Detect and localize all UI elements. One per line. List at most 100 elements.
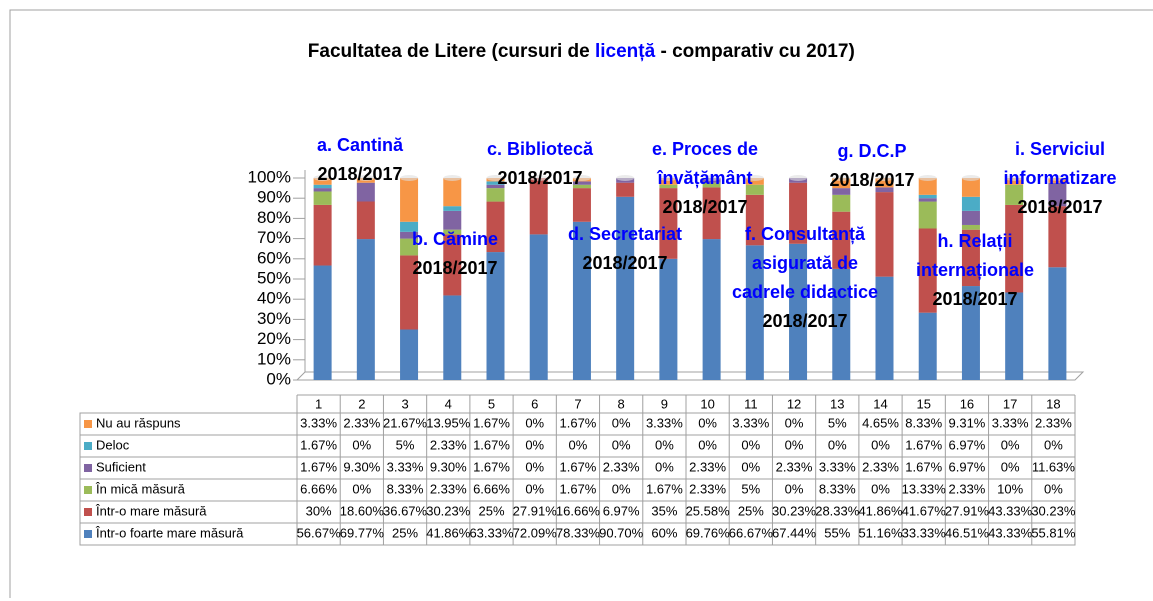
x-tick-label: 17 [1003, 396, 1017, 411]
bar [400, 221, 419, 232]
bar-top [486, 175, 505, 181]
bar [400, 178, 419, 222]
data-label: 0% [785, 481, 804, 496]
bar [832, 194, 851, 212]
data-label: 0% [828, 437, 847, 452]
data-label: 0% [612, 415, 631, 430]
annotation: 2018/2017 [317, 164, 402, 184]
bar [702, 187, 721, 240]
bar [443, 229, 462, 235]
x-tick-label: 10 [700, 396, 714, 411]
bar [356, 182, 375, 202]
data-label: 43.33% [988, 503, 1033, 518]
data-label: 51.16% [858, 525, 903, 540]
data-label: 25% [738, 503, 764, 518]
legend-label: Într-o foarte mare măsură [95, 525, 244, 540]
x-tick-label: 18 [1046, 396, 1060, 411]
data-label: 0% [698, 415, 717, 430]
bar [486, 184, 505, 189]
data-label: 0% [1001, 437, 1020, 452]
bar [961, 286, 980, 380]
data-label: 16.66% [556, 503, 601, 518]
data-label: 5% [741, 481, 760, 496]
chart-title: Facultatea de Litere (cursuri de licență… [281, 41, 870, 62]
bar-top [313, 175, 332, 181]
data-label: 30.23% [772, 503, 817, 518]
annotation: 2018/2017 [1017, 197, 1102, 217]
data-label: 1.67% [473, 415, 510, 430]
data-label: 2.33% [689, 481, 726, 496]
x-tick-label: 1 [315, 396, 322, 411]
data-label: 0% [612, 481, 631, 496]
bar [313, 178, 332, 185]
data-label: 35% [651, 503, 677, 518]
data-label: 6.97% [603, 503, 640, 518]
bar [400, 231, 419, 239]
bar [443, 206, 462, 211]
data-label: 3.33% [992, 415, 1029, 430]
bar [313, 265, 332, 380]
bar [1005, 204, 1024, 293]
bar [702, 182, 721, 188]
bar [875, 178, 894, 188]
x-tick-label: 6 [531, 396, 538, 411]
data-label: 36.67% [383, 503, 428, 518]
bar [745, 178, 764, 185]
data-label: 0% [1044, 481, 1063, 496]
x-tick-label: 3 [401, 396, 408, 411]
bar [659, 188, 678, 259]
bar [529, 234, 548, 380]
x-tick-label: 5 [488, 396, 495, 411]
bar [1005, 292, 1024, 380]
bar [961, 178, 980, 197]
data-label: 0% [1001, 459, 1020, 474]
data-label: 3.33% [819, 459, 856, 474]
annotation: 2018/2017 [497, 168, 582, 188]
x-tick-label: 7 [574, 396, 581, 411]
data-label: 0% [1044, 437, 1063, 452]
data-label: 3.33% [732, 415, 769, 430]
bar [1048, 267, 1067, 380]
bar [486, 181, 505, 185]
data-label: 41.86% [858, 503, 903, 518]
data-label: 0% [525, 459, 544, 474]
bar [529, 178, 548, 235]
data-label: 41.86% [426, 525, 471, 540]
data-label: 67.44% [772, 525, 817, 540]
data-label: 0% [785, 415, 804, 430]
data-label: 2.33% [949, 481, 986, 496]
bar-top [789, 175, 808, 181]
x-tick-label: 9 [661, 396, 668, 411]
data-label: 9.30% [430, 459, 467, 474]
bar [616, 196, 635, 380]
data-label: 25% [392, 525, 418, 540]
bar [875, 276, 894, 380]
bar-top [400, 175, 419, 181]
bar [356, 239, 375, 380]
data-label: 10% [997, 481, 1023, 496]
data-label: 13.33% [902, 481, 947, 496]
data-label: 27.91% [513, 503, 558, 518]
data-label: 0% [525, 437, 544, 452]
y-tick-label: 90% [257, 188, 291, 207]
data-label: 8.33% [905, 415, 942, 430]
bar [961, 210, 980, 225]
bar [356, 201, 375, 240]
legend-swatch [84, 508, 92, 516]
data-label: 1.67% [646, 481, 683, 496]
title-part: Facultatea de Litere (cursuri de [308, 41, 595, 62]
data-label: 8.33% [819, 481, 856, 496]
bar [572, 184, 591, 189]
annotation: d. Secretariat [568, 224, 682, 244]
data-label: 13.95% [426, 415, 471, 430]
bar [443, 295, 462, 380]
data-label: 1.67% [560, 481, 597, 496]
bar [1005, 178, 1024, 185]
data-label: 0% [698, 437, 717, 452]
bar [400, 255, 419, 330]
data-label: 6.97% [949, 459, 986, 474]
bar [918, 194, 937, 199]
bar [961, 229, 980, 287]
data-label: 41.67% [902, 503, 947, 518]
data-label: 69.77% [340, 525, 385, 540]
